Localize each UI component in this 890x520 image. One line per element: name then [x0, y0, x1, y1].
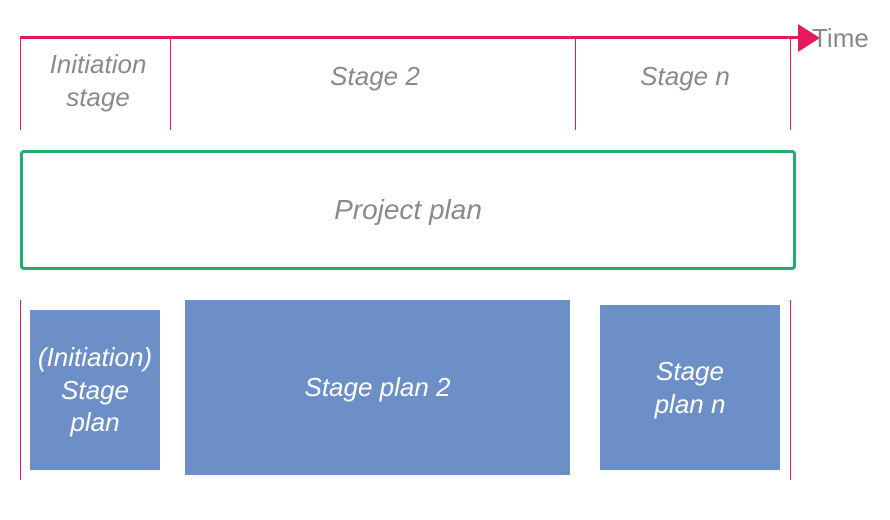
- stage-plan-divider: [20, 300, 21, 480]
- timeline-arrow: [20, 36, 800, 39]
- stage-plan-divider: [790, 300, 791, 480]
- diagram-canvas: Time Initiation stage Stage 2 Stage n Pr…: [0, 0, 890, 520]
- project-plan-box: Project plan: [20, 150, 796, 270]
- stage-plan-label: Stage plan 2: [304, 371, 450, 404]
- stage-divider: [20, 36, 21, 130]
- time-axis-label: Time: [812, 22, 869, 55]
- stage-divider: [790, 36, 791, 130]
- stage-label-2: Stage 2: [260, 60, 490, 93]
- stage-divider: [170, 36, 171, 130]
- stage-plan-2: Stage plan 2: [185, 300, 570, 475]
- stage-label-n: Stage n: [600, 60, 770, 93]
- stage-plan-n: Stage plan n: [600, 305, 780, 470]
- stage-plan-label: (Initiation) Stage plan: [38, 341, 152, 439]
- project-plan-label: Project plan: [334, 194, 482, 226]
- stage-plan-label: Stage plan n: [655, 355, 726, 420]
- stage-label-initiation: Initiation stage: [28, 48, 168, 113]
- stage-divider: [575, 36, 576, 130]
- stage-plan-initiation: (Initiation) Stage plan: [30, 310, 160, 470]
